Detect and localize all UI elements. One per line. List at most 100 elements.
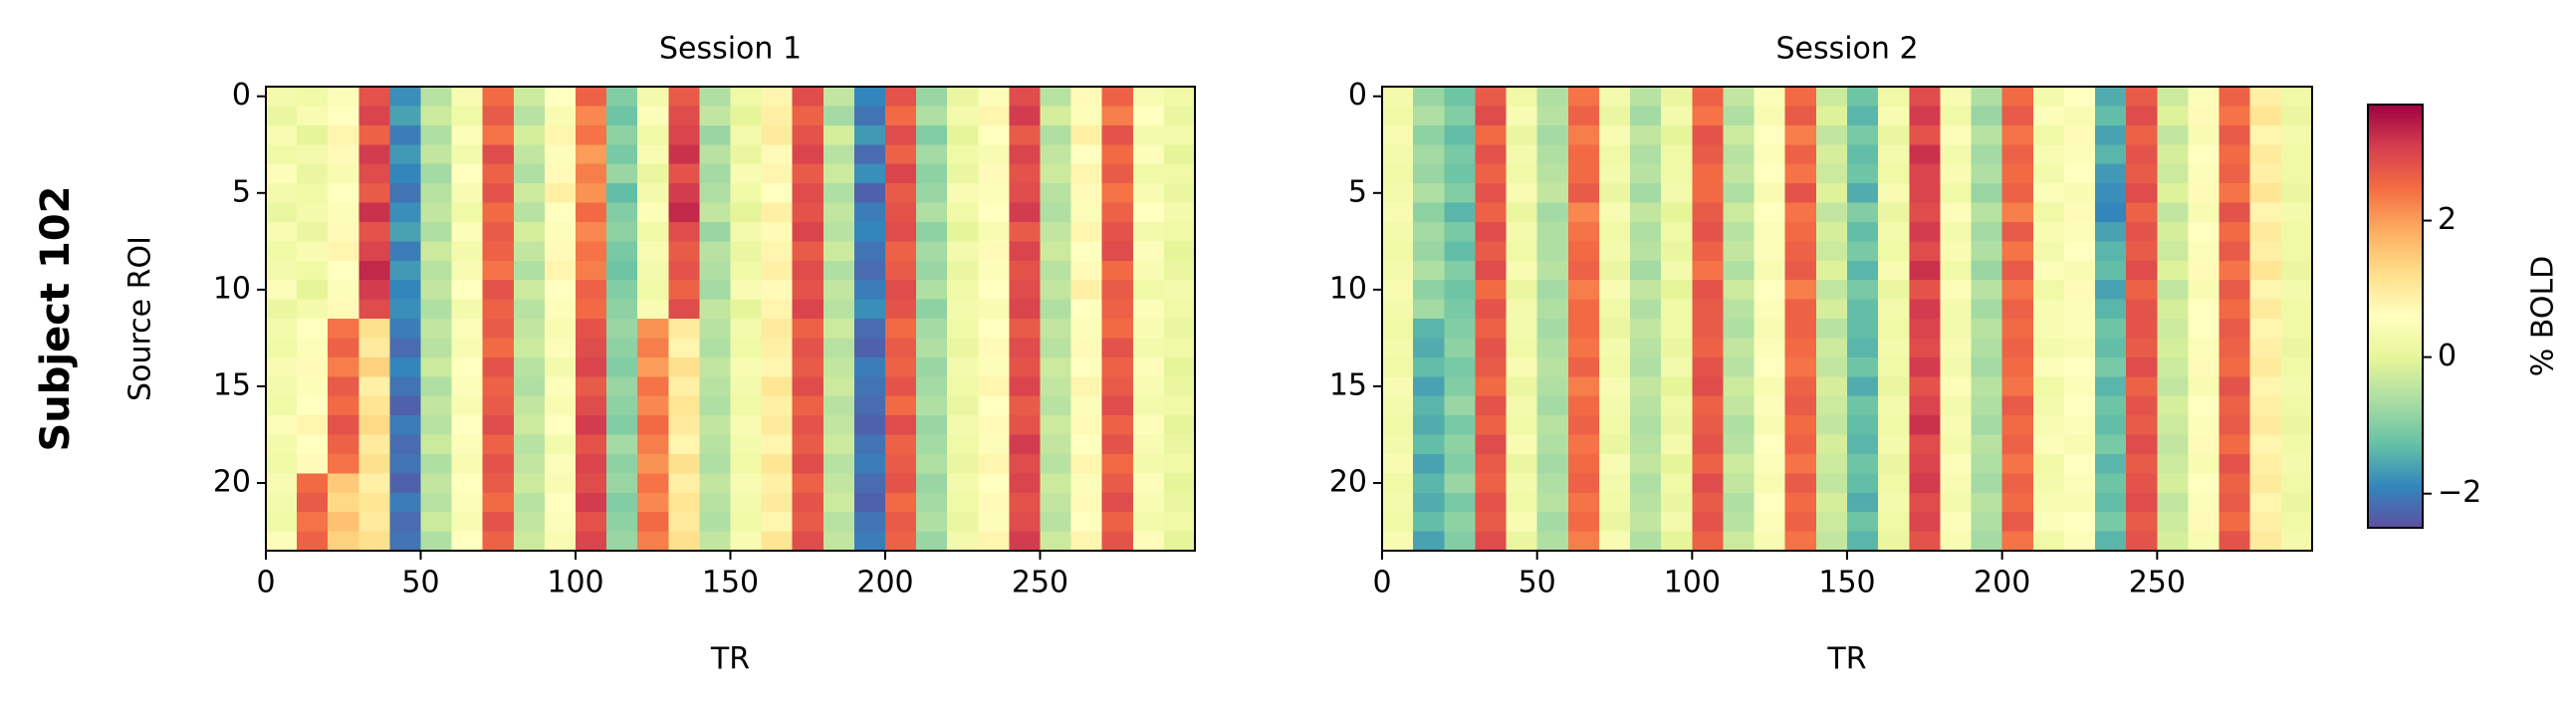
heatmap-cell: [1692, 453, 1725, 474]
heatmap-cell: [1413, 434, 1445, 455]
heatmap-cell: [358, 376, 390, 397]
heatmap-cell: [947, 453, 979, 474]
heatmap-cell: [2126, 144, 2158, 165]
heatmap-cell: [328, 299, 359, 320]
heatmap-cell: [2001, 299, 2034, 320]
heatmap-cell: [482, 202, 515, 223]
heatmap-cell: [2157, 319, 2190, 340]
heatmap-cell: [544, 319, 577, 340]
heatmap-cell: [1723, 434, 1756, 455]
heatmap-cell: [1723, 492, 1756, 513]
heatmap-cell: [576, 299, 607, 320]
heatmap-cell: [389, 512, 422, 533]
heatmap-cell: [792, 395, 824, 416]
heatmap-cell: [2280, 434, 2313, 455]
heatmap-cell: [358, 356, 390, 377]
heatmap-cell: [2126, 356, 2158, 377]
heatmap-cell: [916, 492, 948, 513]
heatmap-cell: [761, 453, 794, 474]
heatmap-cell: [482, 183, 515, 204]
heatmap-cell: [1940, 163, 1973, 184]
heatmap-cell: [1382, 280, 1414, 301]
heatmap-cell: [853, 241, 886, 262]
heatmap-cell: [482, 221, 515, 242]
heatmap-cell: [1070, 124, 1103, 145]
heatmap-cell: [1009, 241, 1042, 262]
heatmap-cell: [1413, 415, 1445, 436]
heatmap-cell: [1101, 356, 1134, 377]
heatmap-cell: [1692, 280, 1725, 301]
heatmap-cell: [1630, 395, 1662, 416]
heatmap-cell: [2095, 319, 2127, 340]
heatmap-cell: [1878, 221, 1910, 242]
heatmap-cell: [2249, 183, 2282, 204]
heatmap-cell: [2280, 106, 2313, 126]
heatmap-cell: [297, 319, 329, 340]
heatmap-cell: [451, 106, 484, 126]
heatmap-cell: [853, 202, 886, 223]
heatmap-cell: [513, 434, 546, 455]
heatmap-cell: [1132, 280, 1165, 301]
heatmap-cell: [1163, 453, 1196, 474]
heatmap-cell: [1132, 124, 1165, 145]
heatmap-cell: [2280, 202, 2313, 223]
heatmap-cell: [1909, 395, 1941, 416]
heatmap-cell: [328, 87, 359, 108]
heatmap-cell: [1723, 260, 1756, 281]
heatmap-cell: [2157, 453, 2190, 474]
heatmap-cell: [2063, 338, 2096, 358]
heatmap-cell: [1784, 163, 1817, 184]
heatmap-cell: [1784, 531, 1817, 552]
heatmap-cell: [544, 531, 577, 552]
heatmap-cell: [1506, 376, 1538, 397]
heatmap-cell: [2188, 473, 2221, 494]
heatmap-cell: [1847, 492, 1879, 513]
heatmap-cell: [1909, 183, 1941, 204]
heatmap-cell: [1661, 260, 1693, 281]
heatmap-cell: [1413, 453, 1445, 474]
heatmap-cell: [606, 338, 638, 358]
heatmap-cell: [668, 453, 700, 474]
colorbar-tick-label: 2: [2438, 202, 2457, 237]
heatmap-cell: [297, 183, 329, 204]
heatmap-cell: [2063, 531, 2096, 552]
heatmap-cell: [1444, 241, 1476, 262]
heatmap-cell: [389, 144, 422, 165]
heatmap-cell: [1009, 453, 1042, 474]
heatmap-cell: [916, 163, 948, 184]
heatmap-cell: [853, 87, 886, 108]
heatmap-cell: [482, 260, 515, 281]
heatmap-cell: [1754, 163, 1786, 184]
heatmap-cell: [1598, 106, 1631, 126]
heatmap-cell: [1723, 299, 1756, 320]
heatmap-cell: [420, 144, 453, 165]
heatmap-cell: [1661, 87, 1693, 108]
heatmap-cell: [947, 492, 979, 513]
heatmap-cell: [668, 260, 700, 281]
heatmap-cell: [451, 183, 484, 204]
heatmap-cell: [853, 531, 886, 552]
heatmap-cell: [1598, 473, 1631, 494]
heatmap-cell: [482, 280, 515, 301]
heatmap-cell: [1909, 241, 1941, 262]
heatmap-cell: [1163, 124, 1196, 145]
heatmap-cell: [420, 395, 453, 416]
heatmap-cell: [2095, 415, 2127, 436]
heatmap-cell: [482, 453, 515, 474]
heatmap-cell: [1444, 434, 1476, 455]
heatmap-cell: [978, 415, 1010, 436]
heatmap-cell: [1382, 183, 1414, 204]
heatmap-cell: [1940, 87, 1973, 108]
heatmap-cell: [2126, 512, 2158, 533]
heatmap-cell: [853, 163, 886, 184]
heatmap-cell: [1784, 453, 1817, 474]
heatmap-cell: [2157, 512, 2190, 533]
heatmap-cell: [1382, 434, 1414, 455]
heatmap-cell: [792, 376, 824, 397]
heatmap-cell: [1382, 473, 1414, 494]
heatmap-cell: [1909, 492, 1941, 513]
heatmap-cell: [606, 183, 638, 204]
heatmap-cell: [328, 512, 359, 533]
heatmap-cell: [2188, 395, 2221, 416]
heatmap-cell: [668, 163, 700, 184]
